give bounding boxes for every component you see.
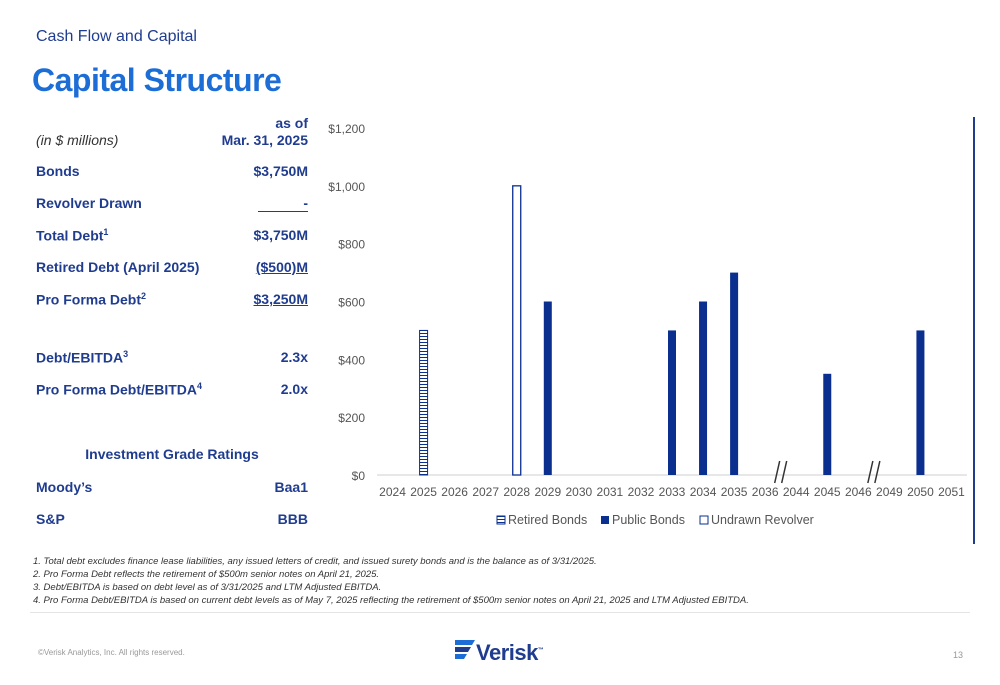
x-tick-label: 2046 — [845, 485, 872, 499]
table-row: Retired Debt (April 2025) ($500)M — [36, 259, 308, 279]
rating-row: S&P BBB — [36, 511, 308, 531]
y-tick-label: $0 — [352, 469, 366, 483]
legend-label: Retired Bonds — [508, 513, 587, 527]
footnote: 3. Debt/EBITDA is based on debt level as… — [33, 582, 382, 593]
rating-agency: S&P — [36, 511, 65, 527]
table-header: (in $ millions) Mar. 31, 2025 — [36, 132, 308, 152]
bar-public-bonds — [543, 301, 552, 475]
footnote: 2. Pro Forma Debt reflects the retiremen… — [33, 569, 380, 580]
x-tick-label: 2045 — [814, 485, 841, 499]
row-label: Revolver Drawn — [36, 195, 142, 211]
x-tick-label: 2034 — [690, 485, 717, 499]
table-header-asof: as of — [36, 115, 308, 135]
rating-value: Baa1 — [274, 479, 308, 495]
section-label: Cash Flow and Capital — [36, 28, 197, 45]
table-row: Pro Forma Debt2 $3,250M — [36, 291, 308, 311]
row-value: $3,750M — [253, 163, 308, 179]
table-row: Total Debt1 $3,750M — [36, 227, 308, 247]
row-value: ($500)M — [255, 259, 308, 275]
verisk-logo-icon — [455, 640, 475, 659]
y-tick-label: $800 — [338, 238, 365, 252]
row-value: $3,750M — [253, 227, 308, 243]
table-row: Bonds $3,750M — [36, 163, 308, 183]
rating-row: Moody’s Baa1 — [36, 479, 308, 499]
x-tick-label: 2027 — [472, 485, 499, 499]
row-label: Pro Forma Debt/EBITDA4 — [36, 381, 203, 398]
bar-public-bonds — [699, 301, 708, 475]
legend-swatch — [496, 515, 506, 525]
x-tick-label: 2032 — [628, 485, 655, 499]
x-tick-label: 2028 — [503, 485, 530, 499]
x-tick-label: 2033 — [659, 485, 686, 499]
row-label: Bonds — [36, 163, 80, 179]
debt-maturity-chart: $0 $200 $400 $600 $800 $1,000 $1,200 2024 2025 2… — [328, 122, 967, 527]
row-value: 2.0x — [280, 381, 308, 397]
x-tick-label: 2049 — [876, 485, 903, 499]
copyright: ©Verisk Analytics, Inc. All rights reser… — [38, 648, 185, 657]
verisk-logo-text: Verisk™ — [476, 640, 544, 665]
x-tick-label: 2029 — [534, 485, 561, 499]
rating-agency: Moody’s — [36, 479, 93, 495]
x-tick-label: 2024 — [379, 485, 406, 499]
x-tick-label: 2031 — [597, 485, 624, 499]
y-tick-label: $400 — [338, 353, 365, 367]
x-tick-label: 2036 — [752, 485, 779, 499]
table-row: Revolver Drawn - — [36, 195, 308, 215]
table-row: Pro Forma Debt/EBITDA4 2.0x — [36, 381, 308, 401]
legend-swatch — [699, 515, 709, 525]
legend-item: Public Bonds — [601, 513, 685, 527]
bar-public-bonds — [823, 373, 832, 475]
footer-divider — [30, 612, 970, 613]
bar-public-bonds — [730, 272, 739, 475]
rating-value: BBB — [277, 511, 308, 527]
asof-line2: Mar. 31, 2025 — [221, 132, 308, 148]
bar-public-bonds — [916, 330, 925, 475]
axis-break-mark — [867, 460, 881, 484]
page-number: 13 — [953, 650, 964, 660]
axis-break-mark — [773, 460, 788, 484]
row-label: Pro Forma Debt2 — [36, 291, 147, 308]
footnotes: 1. Total debt excludes finance lease lia… — [33, 555, 749, 607]
bar-public-bonds — [668, 330, 676, 475]
units-label: (in $ millions) — [36, 132, 119, 148]
ratings-title: Investment Grade Ratings — [85, 446, 259, 462]
footnote: 4. Pro Forma Debt/EBITDA is based on cur… — [33, 595, 749, 606]
table-row: Debt/EBITDA3 2.3x — [36, 349, 308, 369]
x-tick-label: 2025 — [410, 485, 437, 499]
legend-label: Undrawn Revolver — [711, 513, 814, 527]
y-tick-label: $600 — [338, 296, 365, 310]
footnote: 1. Total debt excludes finance lease lia… — [33, 556, 597, 567]
page-title: Capital Structure — [32, 62, 282, 98]
y-tick-label: $200 — [338, 411, 365, 425]
bar-retired-bonds — [419, 329, 429, 476]
asof-line1: as of — [275, 115, 308, 131]
y-tick-label: $1,200 — [328, 122, 365, 136]
x-tick-label: 2030 — [565, 485, 592, 499]
x-tick-label: 2026 — [441, 485, 468, 499]
x-tick-label: 2044 — [783, 485, 810, 499]
x-tick-label: 2050 — [907, 485, 934, 499]
row-label: Debt/EBITDA3 — [36, 349, 129, 366]
legend-swatch — [601, 516, 609, 524]
row-value: - — [258, 195, 308, 212]
x-tick-label: 2051 — [938, 485, 965, 499]
row-value: 2.3x — [280, 349, 308, 365]
row-value: $3,250M — [253, 291, 308, 307]
y-tick-label: $1,000 — [328, 180, 365, 194]
legend-item: Undrawn Revolver — [699, 513, 814, 527]
bar-undrawn-revolver — [512, 185, 522, 476]
row-label: Retired Debt (April 2025) — [36, 259, 200, 275]
legend-item: Retired Bonds — [496, 513, 587, 527]
divider-line — [973, 117, 975, 544]
legend-label: Public Bonds — [612, 513, 685, 527]
row-label: Total Debt1 — [36, 227, 109, 244]
x-tick-label: 2035 — [721, 485, 748, 499]
